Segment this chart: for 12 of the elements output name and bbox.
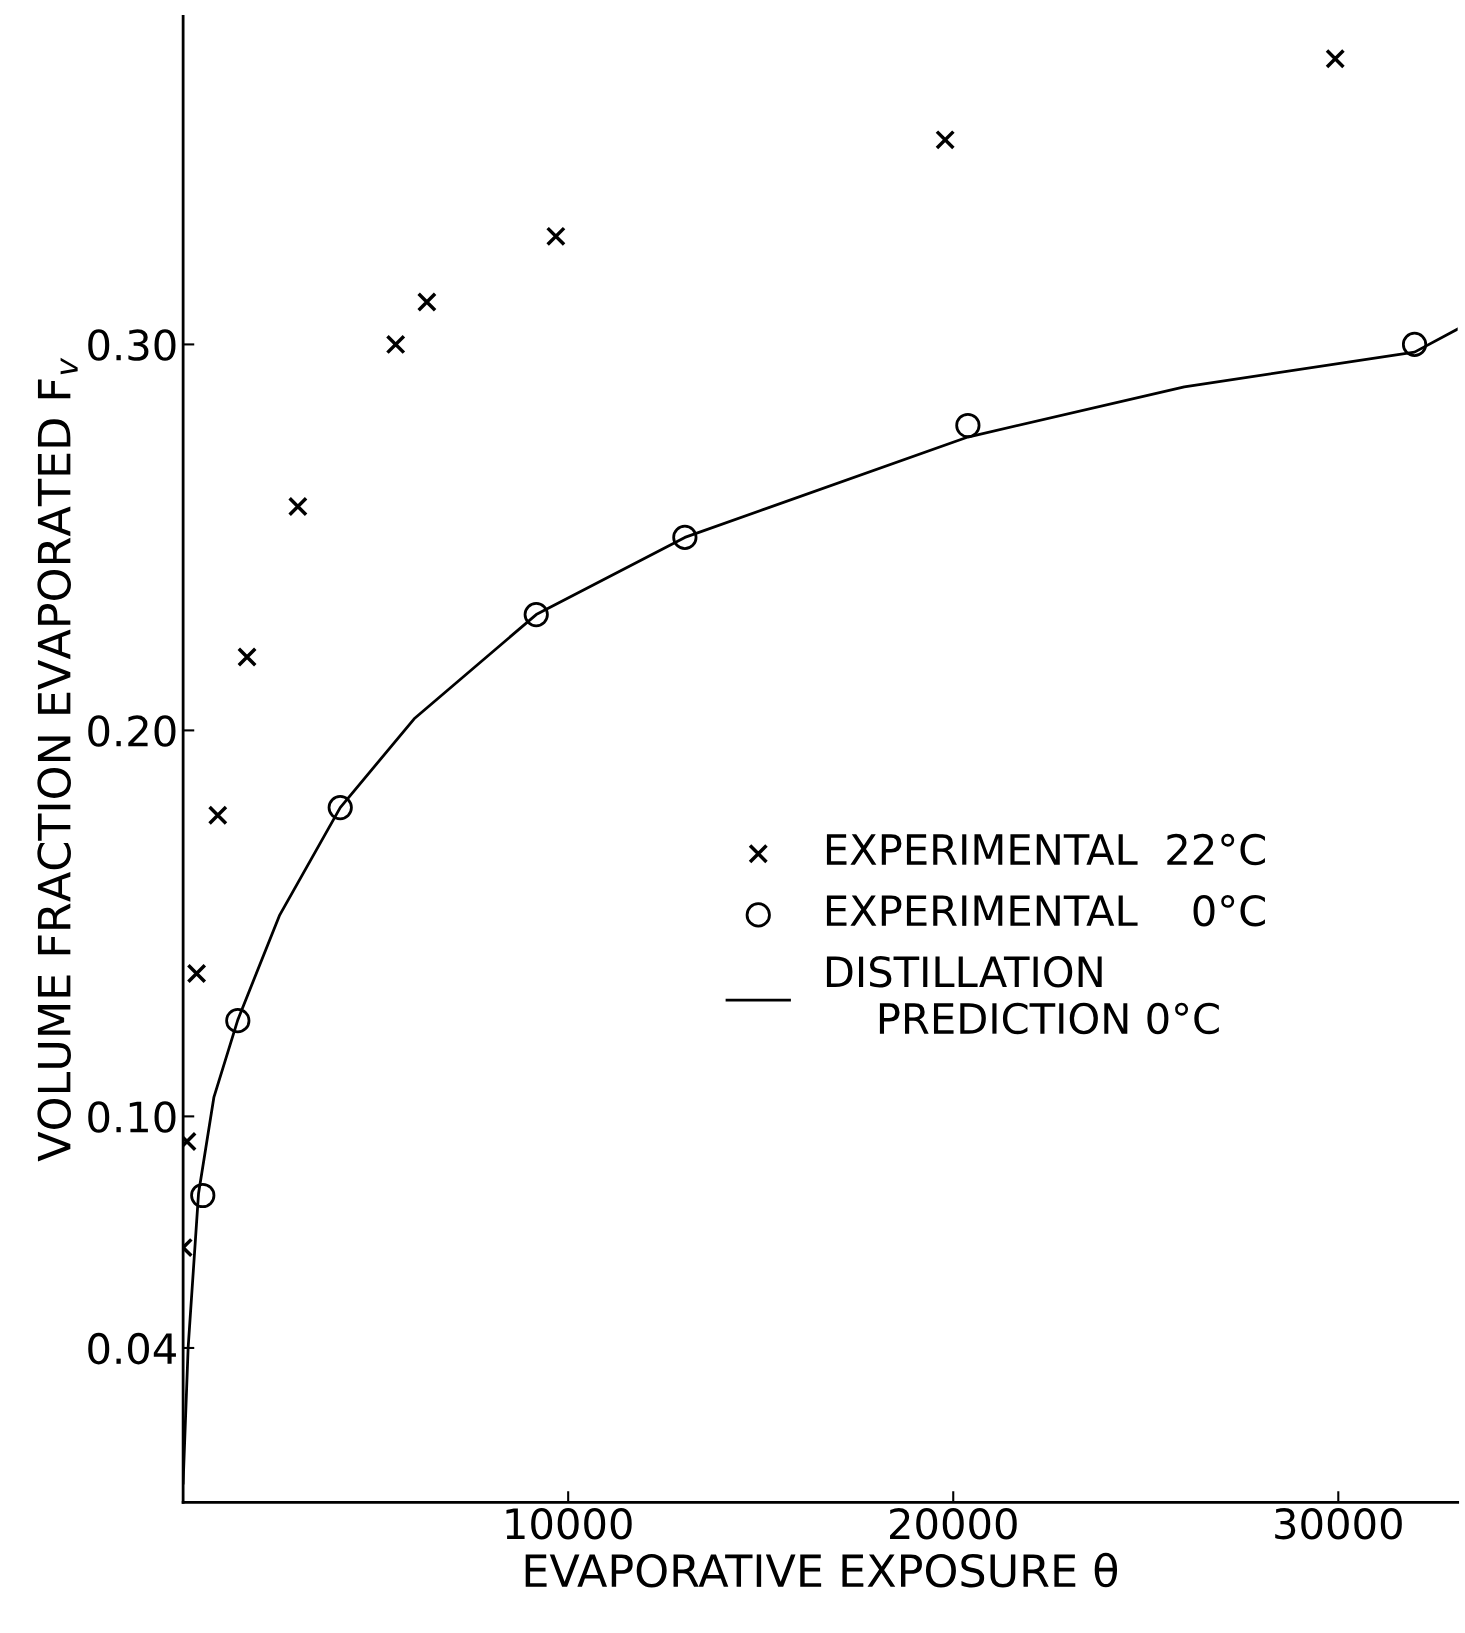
x-tick-label: 30000 bbox=[1275, 1507, 1402, 1540]
x-tick-label: 10000 bbox=[506, 1507, 632, 1540]
legend-label: EXPERIMENTAL 22°C bbox=[826, 833, 1265, 866]
y-tick-label: 0.20 bbox=[88, 715, 176, 747]
y-tick-label: 0.10 bbox=[88, 1101, 176, 1133]
y-tick-label: 0.04 bbox=[88, 1332, 176, 1365]
legend-label: DISTILLATION PREDICTION 0°C bbox=[826, 956, 1219, 1035]
legend-label: EXPERIMENTAL 0°C bbox=[826, 894, 1265, 927]
y-axis-title: VOLUME FRACTION EVAPORATED F$_{v}$ bbox=[37, 357, 78, 1162]
x-axis-title: EVAPORATIVE EXPOSURE θ bbox=[525, 1552, 1118, 1588]
x-tick-label: 20000 bbox=[890, 1507, 1017, 1540]
y-tick-label: 0.30 bbox=[88, 329, 176, 361]
